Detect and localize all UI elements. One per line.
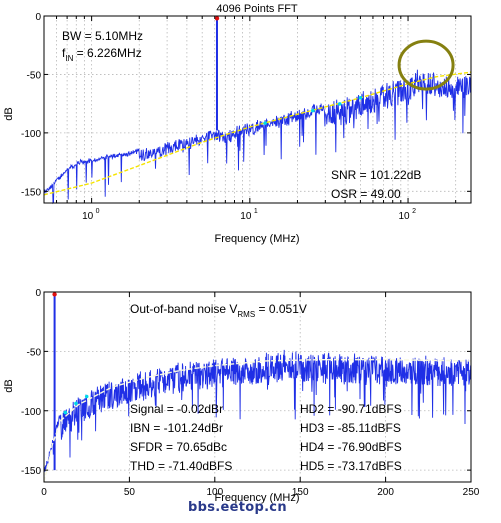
axes-frame (43, 291, 472, 483)
harmonic-marker (263, 121, 267, 125)
y-tick-label: -150 (21, 466, 41, 477)
x-tick-label-exponent: 1 (254, 208, 258, 215)
x-tick-label-exponent: 0 (96, 208, 100, 215)
oob-label: Out-of-band noise V (130, 302, 237, 316)
harmonic-marker (310, 108, 315, 113)
y-tick-label: -100 (21, 129, 41, 140)
x-axis-label-bottom: Frequency (MHz) (215, 492, 300, 504)
oob-noise-annotation: Out-of-band noise VRMS = 0.051V (130, 302, 307, 319)
fin-annotation: fIN = 6.226MHz (62, 46, 142, 63)
fin-value: = 6.226MHz (73, 46, 141, 60)
fin-subscript: IN (65, 54, 73, 63)
harmonic-marker (84, 394, 89, 399)
spectrum-trace (43, 69, 472, 205)
plot-area-top (43, 15, 472, 204)
hd4-annotation: HD4 = -76.90dBFS (300, 440, 402, 454)
snr-annotation: SNR = 101.22dB (331, 168, 421, 182)
bw-annotation: BW = 5.10MHz (62, 29, 143, 43)
y-axis-label-bottom: dB (3, 379, 15, 392)
fundamental-marker (52, 292, 57, 297)
y-tick-label: -100 (21, 407, 41, 418)
y-axis-label-top: dB (3, 107, 15, 120)
x-tick-label: 10 (82, 211, 94, 222)
x-tick-label: 50 (124, 487, 136, 498)
x-tick-label-exponent: 2 (412, 208, 416, 215)
y-tick-label: -50 (27, 70, 42, 81)
x-tick-label: 100 (206, 487, 223, 498)
harmonic-marker (337, 102, 342, 106)
hd2-annotation: HD2 = -90.71dBFS (300, 402, 402, 416)
spectrum-trace (43, 349, 472, 473)
signal-annotation: Signal = -0.02dBr (130, 402, 223, 416)
y-tick-label: 0 (35, 12, 41, 23)
hd3-annotation: HD3 = -85.11dBFS (300, 421, 401, 435)
chart-title: 4096 Points FFT (216, 3, 298, 15)
x-tick-label: 10 (240, 211, 252, 222)
hd5-annotation: HD5 = -73.17dBFS (300, 459, 402, 473)
y-tick-label: -150 (21, 187, 41, 198)
x-tick-label: 250 (463, 487, 480, 498)
fin-label: f (62, 46, 66, 60)
sfdr-annotation: SFDR = 70.65dBc (130, 440, 227, 454)
traces-top (43, 16, 472, 205)
watermark-text: bbs.eetop.cn (188, 500, 287, 515)
harmonic-marker (358, 96, 363, 100)
ibn-annotation: IBN = -101.24dBr (130, 421, 223, 435)
trend-line (43, 71, 472, 196)
oob-value: = 0.051V (255, 302, 307, 316)
trend-line (43, 359, 472, 483)
fundamental-marker (214, 16, 220, 21)
x-tick-label: 10 (398, 211, 410, 222)
x-tick-label: 150 (292, 487, 309, 498)
y-tick-label: 0 (35, 288, 41, 299)
harmonic-marker (74, 401, 78, 406)
y-tick-label: -50 (27, 347, 42, 358)
x-tick-label: 200 (377, 487, 394, 498)
axes-frame (43, 15, 472, 204)
thd-annotation: THD = -71.40dBFS (130, 459, 232, 473)
osr-annotation: OSR = 49.00 (331, 187, 401, 201)
oob-subscript: RMS (237, 310, 255, 319)
harmonic-marker (63, 410, 68, 415)
x-axis-label-top: Frequency (MHz) (215, 233, 300, 245)
traces-bottom (43, 292, 472, 483)
x-tick-label: 0 (41, 487, 47, 498)
highlight-circle (397, 39, 455, 91)
